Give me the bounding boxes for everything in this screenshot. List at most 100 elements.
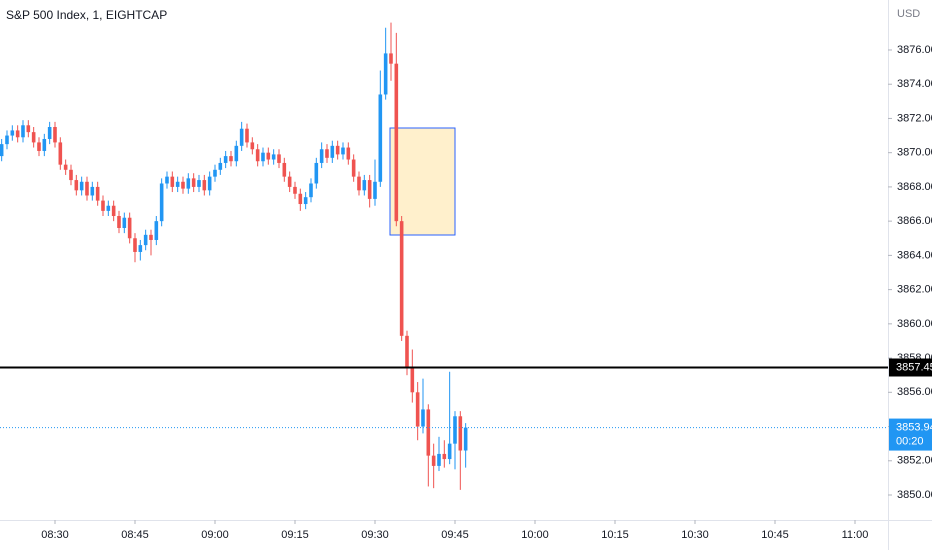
y-tick-label: 3872.00 xyxy=(897,112,932,124)
countdown-label: 00:20 xyxy=(896,435,924,447)
candle-body xyxy=(213,169,217,177)
candle-body xyxy=(127,217,132,239)
candle-body xyxy=(26,125,31,133)
candle-body xyxy=(154,221,159,240)
candle-body xyxy=(378,94,383,182)
candle-body xyxy=(111,205,116,217)
candle-body xyxy=(21,125,25,138)
y-tick-label: 3868.00 xyxy=(897,181,932,193)
candle-body xyxy=(319,149,324,163)
y-axis-label: USD xyxy=(897,8,920,20)
candle-body xyxy=(287,176,292,187)
candle-body xyxy=(63,164,68,170)
candle-body xyxy=(197,180,201,187)
candle-body xyxy=(229,156,233,162)
x-tick-label: 11:00 xyxy=(842,529,869,541)
candle-body xyxy=(159,183,164,222)
candle-body xyxy=(245,128,249,143)
candle-body xyxy=(389,53,393,64)
candle-body xyxy=(234,145,239,162)
candle-body xyxy=(218,162,223,170)
candle-body xyxy=(271,154,276,160)
candle-body xyxy=(143,234,148,246)
candle-body xyxy=(282,162,287,177)
candle-body xyxy=(175,181,180,187)
y-tick-label: 3870.00 xyxy=(897,147,932,159)
y-tick-label: 3874.00 xyxy=(897,78,932,90)
candle-body xyxy=(85,181,89,196)
candle-body xyxy=(223,156,228,163)
candle-body xyxy=(202,180,207,191)
candle-body xyxy=(31,132,36,143)
candle-body xyxy=(442,453,447,460)
candle-body xyxy=(266,152,271,160)
y-tick-label: 3864.00 xyxy=(897,249,932,261)
candle-body xyxy=(421,409,425,427)
hline-label: 3857.45 xyxy=(896,361,932,373)
candle-body xyxy=(463,427,468,451)
candle-body xyxy=(367,180,372,199)
candle-body xyxy=(415,392,420,427)
y-tick-label: 3860.00 xyxy=(897,318,932,330)
candle-body xyxy=(90,186,95,196)
x-tick-label: 08:45 xyxy=(121,529,149,541)
x-tick-label: 10:15 xyxy=(601,529,629,541)
candle-body xyxy=(149,234,153,240)
candle-body xyxy=(330,145,335,158)
candle-body xyxy=(10,130,15,136)
candle-body xyxy=(314,162,319,184)
candle-body xyxy=(362,180,367,191)
candle-body xyxy=(399,221,404,336)
x-tick-label: 10:45 xyxy=(761,529,789,541)
candle-body xyxy=(261,152,265,162)
candle-body xyxy=(437,453,441,466)
candle-body xyxy=(165,176,169,184)
candle-body xyxy=(5,135,9,145)
y-tick-label: 3852.00 xyxy=(897,455,932,467)
candle-body xyxy=(293,186,297,194)
chart-title: S&P 500 Index, 1, EIGHTCAP xyxy=(6,8,167,22)
x-tick-label: 09:30 xyxy=(361,529,389,541)
candle-body xyxy=(42,138,47,151)
candle-body xyxy=(447,443,452,460)
candle-body xyxy=(58,142,63,165)
candle-body xyxy=(255,149,260,162)
candle-body xyxy=(426,409,431,456)
candle-body xyxy=(453,416,457,444)
candle-body xyxy=(373,181,377,199)
candle-body xyxy=(53,127,57,143)
candle-body xyxy=(95,186,100,201)
candle-body xyxy=(303,197,308,205)
candle-body xyxy=(250,142,255,150)
candle-body xyxy=(0,144,4,157)
candle-body xyxy=(277,154,281,163)
x-tick-label: 10:30 xyxy=(681,529,709,541)
y-tick-label: 3866.00 xyxy=(897,215,932,227)
candle-body xyxy=(106,205,111,211)
candle-body xyxy=(101,200,105,211)
candle-body xyxy=(138,245,143,252)
candle-body xyxy=(181,181,185,189)
candle-body xyxy=(191,178,196,187)
candle-body xyxy=(351,159,356,177)
x-tick-label: 10:00 xyxy=(521,529,549,541)
y-tick-label: 3862.00 xyxy=(897,284,932,296)
candle-body xyxy=(74,180,79,191)
y-tick-label: 3856.00 xyxy=(897,386,932,398)
candle-body xyxy=(239,128,244,146)
candle-body xyxy=(394,63,399,222)
candle-body xyxy=(207,176,212,191)
candle-body xyxy=(122,217,127,228)
candle-body xyxy=(186,178,191,189)
x-tick-label: 09:45 xyxy=(441,529,469,541)
last-price-label: 3853.94 xyxy=(896,421,932,433)
x-tick-label: 09:00 xyxy=(201,529,229,541)
last-price-label-bg xyxy=(889,418,932,451)
candle-body xyxy=(15,130,20,138)
y-tick-label: 3876.00 xyxy=(897,44,932,56)
candle-body xyxy=(37,142,41,151)
x-tick-label: 08:30 xyxy=(41,529,69,541)
candle-body xyxy=(405,335,409,367)
candle-body xyxy=(383,53,388,95)
